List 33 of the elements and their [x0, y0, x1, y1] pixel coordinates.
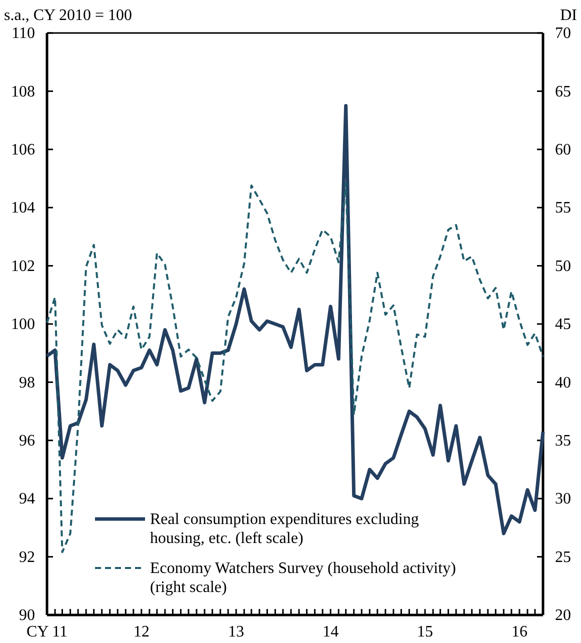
y2-tick-label: 20 [555, 607, 571, 624]
y-tick-label: 100 [11, 316, 35, 334]
legend-label: Real consumption expenditures excluding housing, etc. (left scale) [150, 511, 419, 548]
x-tick-label: 13 [228, 623, 244, 640]
y-tick-label: 98 [19, 374, 35, 392]
y2-tick-label: 55 [555, 200, 571, 217]
y-tick-label: 92 [19, 548, 35, 566]
y-tick-label: 102 [11, 258, 35, 275]
y2-tick-label: 50 [555, 258, 571, 275]
legend-label: Economy Watchers Survey (household activity) (right scale) [150, 560, 456, 596]
line-series [46, 182, 544, 554]
y-tick-label: 90 [19, 607, 35, 624]
y-tick-label: 96 [19, 432, 35, 450]
y2-tick-label: 45 [555, 316, 571, 334]
y-axis-title: s.a., CY 2010 = 100 [4, 7, 132, 24]
x-tick-label: 14 [322, 623, 339, 640]
y-tick-label: 94 [19, 490, 35, 508]
y-tick-label: 108 [11, 83, 35, 100]
y2-tick-label: 40 [555, 374, 571, 392]
x-tick-label: 15 [417, 623, 434, 640]
y2-axis-title: DI [560, 7, 577, 24]
y-tick-label: 110 [12, 25, 35, 42]
x-tick-label: 12 [133, 623, 150, 640]
x-tick-label: 16 [511, 623, 528, 640]
y2-tick-label: 60 [555, 142, 571, 159]
y2-tick-label: 25 [555, 548, 571, 566]
y2-tick-label: 30 [555, 490, 571, 508]
y2-tick-label: 70 [555, 25, 571, 42]
y-tick-label: 106 [11, 142, 35, 159]
y-tick-label: 104 [11, 200, 35, 217]
y2-tick-label: 65 [555, 83, 571, 100]
x-tick-label: CY 11 [26, 623, 68, 640]
y2-tick-label: 35 [555, 432, 571, 450]
